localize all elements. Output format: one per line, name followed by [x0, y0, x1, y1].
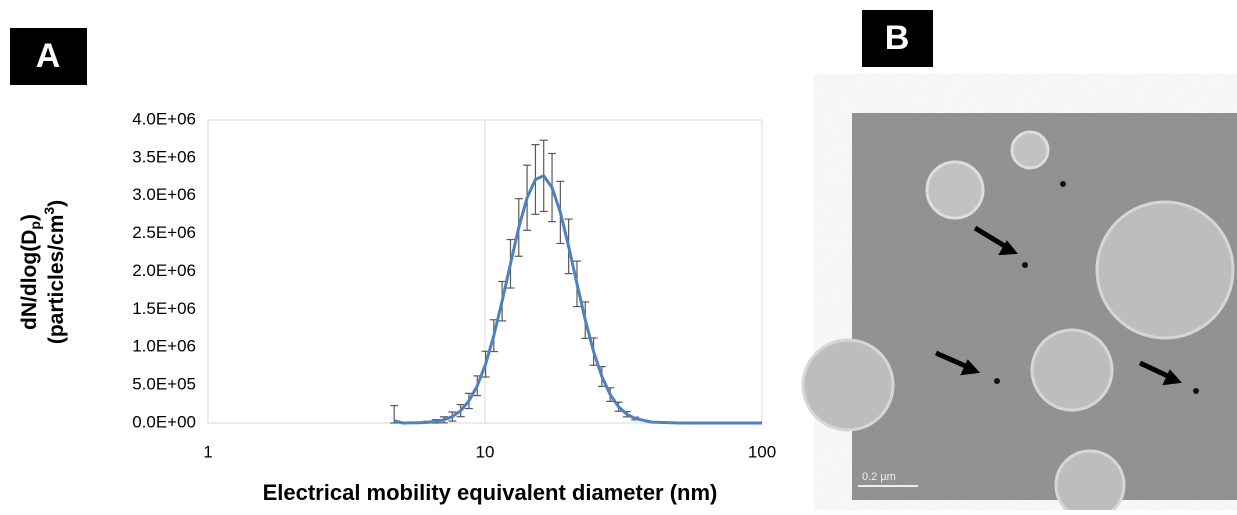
panel-label: B: [885, 19, 910, 57]
panel-label: A: [36, 37, 61, 75]
y-tick-label: 1.5E+06: [132, 299, 196, 318]
particle: [925, 160, 985, 220]
y-tick-label: 2.0E+06: [132, 261, 196, 280]
micrograph: 0.2 µm: [801, 113, 1237, 515]
particle: [1010, 130, 1050, 170]
y-tick-label: 3.5E+06: [132, 147, 196, 166]
particle: [1054, 449, 1126, 515]
y-axis-title-part: (particles/cm: [45, 215, 68, 345]
y-axis-title-part: 3: [41, 207, 57, 215]
y-axis-title: (particles/cm3): [41, 200, 68, 344]
particle: [801, 338, 895, 432]
y-axis-title: dN/dlog(Dp): [18, 214, 43, 330]
x-tick-label: 10: [476, 442, 495, 461]
x-tick-label: 100: [748, 442, 776, 461]
y-tick-label: 5.0E+05: [132, 375, 196, 394]
x-axis-title: Electrical mobility equivalent diameter …: [263, 480, 718, 505]
y-tick-label: 3.0E+06: [132, 185, 196, 204]
y-axis-title-part: ): [18, 214, 41, 221]
chart: 0.0E+00 5.0E+05 1.0E+06 1.5E+06 2.0E+06 2.5E+…: [18, 109, 777, 504]
panel-label-box: [862, 10, 933, 67]
y-tick-label: 2.5E+06: [132, 223, 196, 242]
y-axis-title-part: ): [45, 200, 68, 207]
dot: [1193, 388, 1199, 394]
panel-label-box: [10, 28, 87, 85]
arrows: [934, 225, 1183, 386]
dot: [1060, 181, 1066, 187]
particle: [1030, 328, 1114, 412]
y-tick-label: 0.0E+00: [132, 412, 196, 431]
y-axis-title-part: dN/dlog(D: [18, 230, 41, 330]
y-axis-title-part: p: [27, 221, 43, 230]
dot: [994, 378, 1000, 384]
scale-bar-label: 0.2 µm: [862, 471, 896, 483]
dot: [1022, 262, 1028, 268]
particle: [1095, 200, 1235, 340]
y-tick-label: 4.0E+06: [132, 109, 196, 128]
y-tick-label: 1.0E+06: [132, 337, 196, 356]
line: [393, 174, 762, 425]
x-tick-label: 1: [203, 442, 212, 461]
